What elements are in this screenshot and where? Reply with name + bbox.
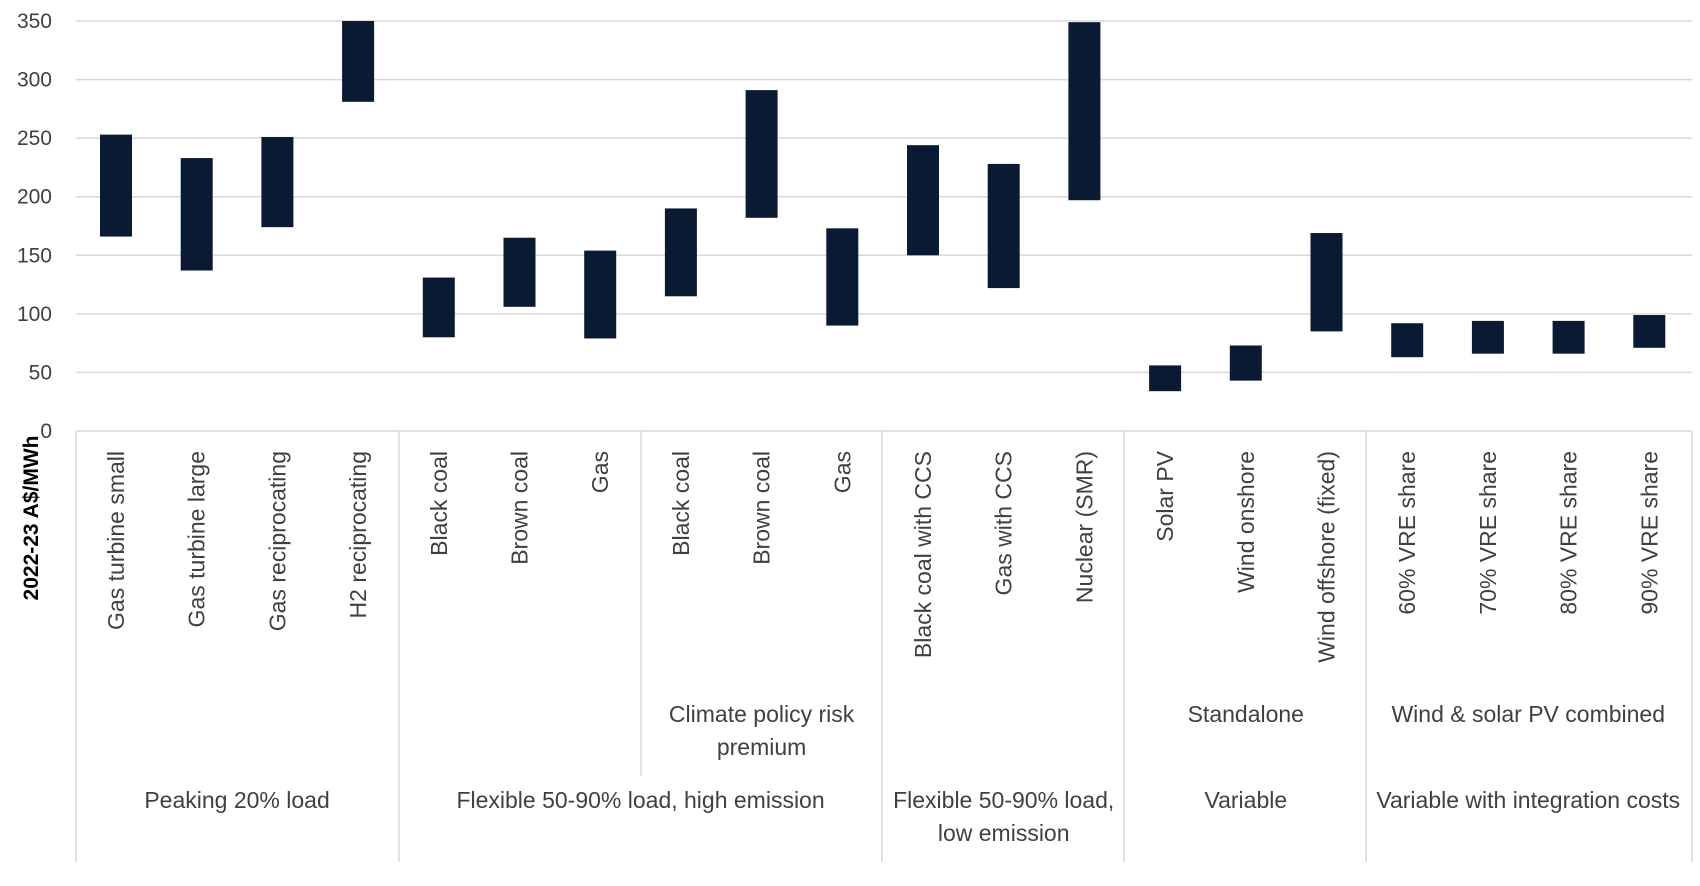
- category-label: Black coal: [426, 451, 452, 556]
- category-label: Gas: [587, 451, 613, 493]
- group-label: Variable: [1204, 787, 1287, 813]
- subgroup-label-line: Climate policy risk: [669, 701, 855, 727]
- category-label: Black coal: [668, 451, 694, 556]
- group-label-line: Variable: [1204, 787, 1287, 813]
- group-label-line: low emission: [938, 820, 1070, 846]
- category-label: Brown coal: [507, 451, 533, 565]
- range-bar: [1229, 345, 1262, 381]
- subgroup-label-line: Wind & solar PV combined: [1391, 701, 1665, 727]
- range-bar: [1391, 323, 1424, 358]
- category-label: Brown coal: [749, 451, 775, 565]
- range-bar: [987, 163, 1020, 289]
- range-bar: [503, 237, 536, 307]
- range-bar: [100, 134, 132, 237]
- x-axis-category-labels: Gas turbine small Gas turbine large Gas re…: [103, 450, 1662, 662]
- category-label: Wind offshore (fixed): [1314, 451, 1340, 663]
- category-label: 70% VRE share: [1475, 451, 1501, 615]
- group-label-line: Flexible 50-90% load,: [893, 787, 1114, 813]
- category-label: Gas turbine small: [103, 451, 129, 630]
- range-bar: [664, 208, 697, 297]
- y-tick-label: 250: [17, 127, 52, 150]
- range-bars: [100, 21, 1666, 392]
- y-tick-label: 50: [29, 361, 52, 384]
- subgroup-label-line: premium: [717, 734, 806, 760]
- x-axis-group-labels: Peaking 20% load Flexible 50-90% load, hi…: [144, 787, 1680, 846]
- group-label-line: Peaking 20% load: [144, 787, 329, 813]
- range-bar: [422, 277, 455, 338]
- category-label: Wind onshore: [1233, 451, 1259, 593]
- gridlines: [76, 20, 1692, 432]
- y-tick-label: 0: [40, 420, 52, 443]
- range-bar: [907, 145, 939, 256]
- y-tick-label: 150: [17, 244, 52, 267]
- y-tick-label: 350: [17, 10, 52, 33]
- range-bar: [1633, 315, 1666, 348]
- range-bar: [745, 90, 778, 218]
- range-bar: [261, 136, 294, 228]
- group-label-line: Flexible 50-90% load, high emission: [456, 787, 824, 813]
- category-label: Black coal with CCS: [910, 451, 936, 658]
- y-tick-label: 200: [17, 186, 52, 209]
- x-axis-subgroup-labels: Climate policy risk premium Standalone Wind…: [669, 701, 1665, 760]
- category-label: Gas turbine large: [184, 451, 210, 627]
- group-label: Flexible 50-90% load, low emission: [893, 787, 1114, 846]
- range-bar: [1068, 22, 1101, 201]
- range-bar: [584, 250, 617, 339]
- range-bar: [1149, 365, 1182, 392]
- subgroup-label: Climate policy risk premium: [669, 701, 855, 760]
- range-bar: [342, 21, 375, 102]
- y-axis-ticks: 0 50 100 150 200 250 300 350: [17, 10, 52, 443]
- category-label: H2 reciprocating: [345, 451, 371, 618]
- category-label: 80% VRE share: [1556, 451, 1582, 615]
- range-bar: [1310, 233, 1343, 332]
- category-label: 60% VRE share: [1394, 451, 1420, 615]
- y-tick-label: 100: [17, 303, 52, 326]
- y-tick-label: 300: [17, 69, 52, 92]
- category-label: Gas: [829, 451, 855, 493]
- category-separators: [75, 431, 1693, 862]
- group-label: Flexible 50-90% load, high emission: [456, 787, 824, 813]
- group-label: Variable with integration costs: [1376, 787, 1680, 813]
- category-label: Nuclear (SMR): [1071, 451, 1097, 603]
- range-bar: [1471, 320, 1504, 354]
- range-bar: [826, 228, 859, 326]
- subgroup-label: Standalone: [1188, 701, 1304, 727]
- subgroup-label: Wind & solar PV combined: [1391, 701, 1665, 727]
- y-axis-title: 2022-23 A$/MWh: [20, 436, 43, 601]
- group-label-line: Variable with integration costs: [1376, 787, 1680, 813]
- category-label: Solar PV: [1152, 450, 1178, 541]
- range-bar: [1552, 320, 1585, 354]
- category-label: Gas with CCS: [991, 451, 1017, 595]
- category-label: 90% VRE share: [1636, 451, 1662, 615]
- category-label: Gas reciprocating: [264, 451, 290, 631]
- subgroup-label-line: Standalone: [1188, 701, 1304, 727]
- group-label: Peaking 20% load: [144, 787, 329, 813]
- range-bar: [180, 158, 213, 271]
